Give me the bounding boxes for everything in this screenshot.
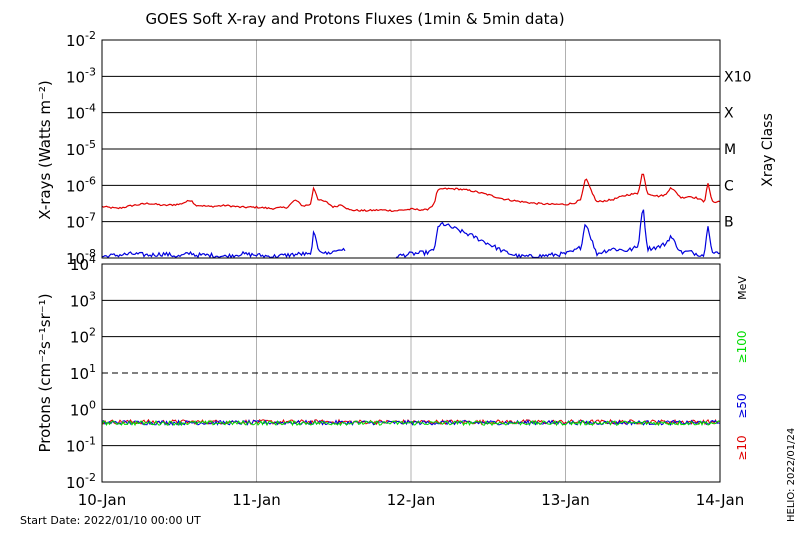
x-tick-label: 14-Jan bbox=[696, 491, 744, 509]
chart-title: GOES Soft X-ray and Protons Fluxes (1min… bbox=[145, 10, 564, 28]
xray-panel-frame bbox=[101, 39, 721, 259]
proton-energy-legend: ≥10 ≥50 ≥100 bbox=[735, 331, 749, 461]
proton-legend-entry: ≥100 bbox=[735, 331, 749, 364]
xray-class-label: X10 bbox=[724, 69, 751, 85]
proton-series-group bbox=[101, 418, 721, 427]
xray-y-tick-label: 10-6 bbox=[66, 174, 96, 195]
proton-panel-frame bbox=[101, 263, 721, 483]
proton-y-tick-labels: 104 103 102 101 100 10-1 10-2 bbox=[66, 253, 96, 492]
proton-y-tick-label: 10-1 bbox=[66, 435, 96, 456]
x-tick-label: 12-Jan bbox=[387, 491, 435, 509]
proton-y-tick-label: 103 bbox=[70, 289, 96, 310]
x-tick-label: 10-Jan bbox=[78, 491, 126, 509]
proton-y-tick-label: 101 bbox=[70, 362, 96, 383]
xray-long-channel-line bbox=[101, 173, 721, 213]
xray-short-channel-line bbox=[101, 209, 721, 259]
proton-y-tick-label: 10-2 bbox=[66, 471, 96, 492]
x-tick-label: 13-Jan bbox=[541, 491, 589, 509]
xray-class-axis-title: Xray Class bbox=[760, 113, 776, 187]
proton-y-axis-label: Protons (cm⁻²s⁻¹sr⁻¹) bbox=[36, 293, 54, 452]
xray-y-tick-label: 10-7 bbox=[66, 211, 96, 232]
energy-unit-label: MeV bbox=[736, 276, 749, 300]
xray-y-tick-label: 10-3 bbox=[66, 65, 96, 86]
proton-y-tick-label: 100 bbox=[70, 398, 96, 419]
xray-y-tick-label: 10-5 bbox=[66, 138, 96, 159]
proton-gridlines bbox=[102, 264, 720, 482]
xray-class-label: X bbox=[724, 106, 734, 122]
start-date-label: Start Date: 2022/01/10 00:00 UT bbox=[20, 514, 201, 527]
xray-class-label: B bbox=[724, 215, 734, 231]
proton-series-line bbox=[101, 419, 721, 427]
x-axis-tick-labels: 10-Jan 11-Jan 12-Jan 13-Jan 14-Jan bbox=[78, 491, 744, 509]
credit-label: HELIO: 2022/01/24 bbox=[786, 428, 797, 522]
xray-y-tick-labels: 10-2 10-3 10-4 10-5 10-6 10-7 10-8 bbox=[66, 29, 96, 268]
xray-gridlines bbox=[102, 40, 720, 258]
xray-y-tick-label: 10-8 bbox=[66, 247, 96, 268]
xray-series-group bbox=[101, 173, 721, 259]
proton-legend-entry: ≥10 bbox=[735, 435, 749, 460]
x-tick-label: 11-Jan bbox=[232, 491, 280, 509]
xray-class-label: M bbox=[724, 142, 736, 158]
xray-y-tick-label: 10-2 bbox=[66, 29, 96, 50]
xray-y-axis-label: X-rays (Watts m⁻²) bbox=[36, 80, 54, 219]
proton-y-tick-label: 104 bbox=[70, 253, 96, 274]
proton-y-tick-label: 102 bbox=[70, 326, 96, 347]
proton-legend-entry: ≥50 bbox=[735, 393, 749, 418]
xray-class-label: C bbox=[724, 178, 734, 194]
xray-y-tick-label: 10-4 bbox=[66, 102, 96, 123]
xray-class-labels: X10 X M C B bbox=[724, 69, 751, 230]
